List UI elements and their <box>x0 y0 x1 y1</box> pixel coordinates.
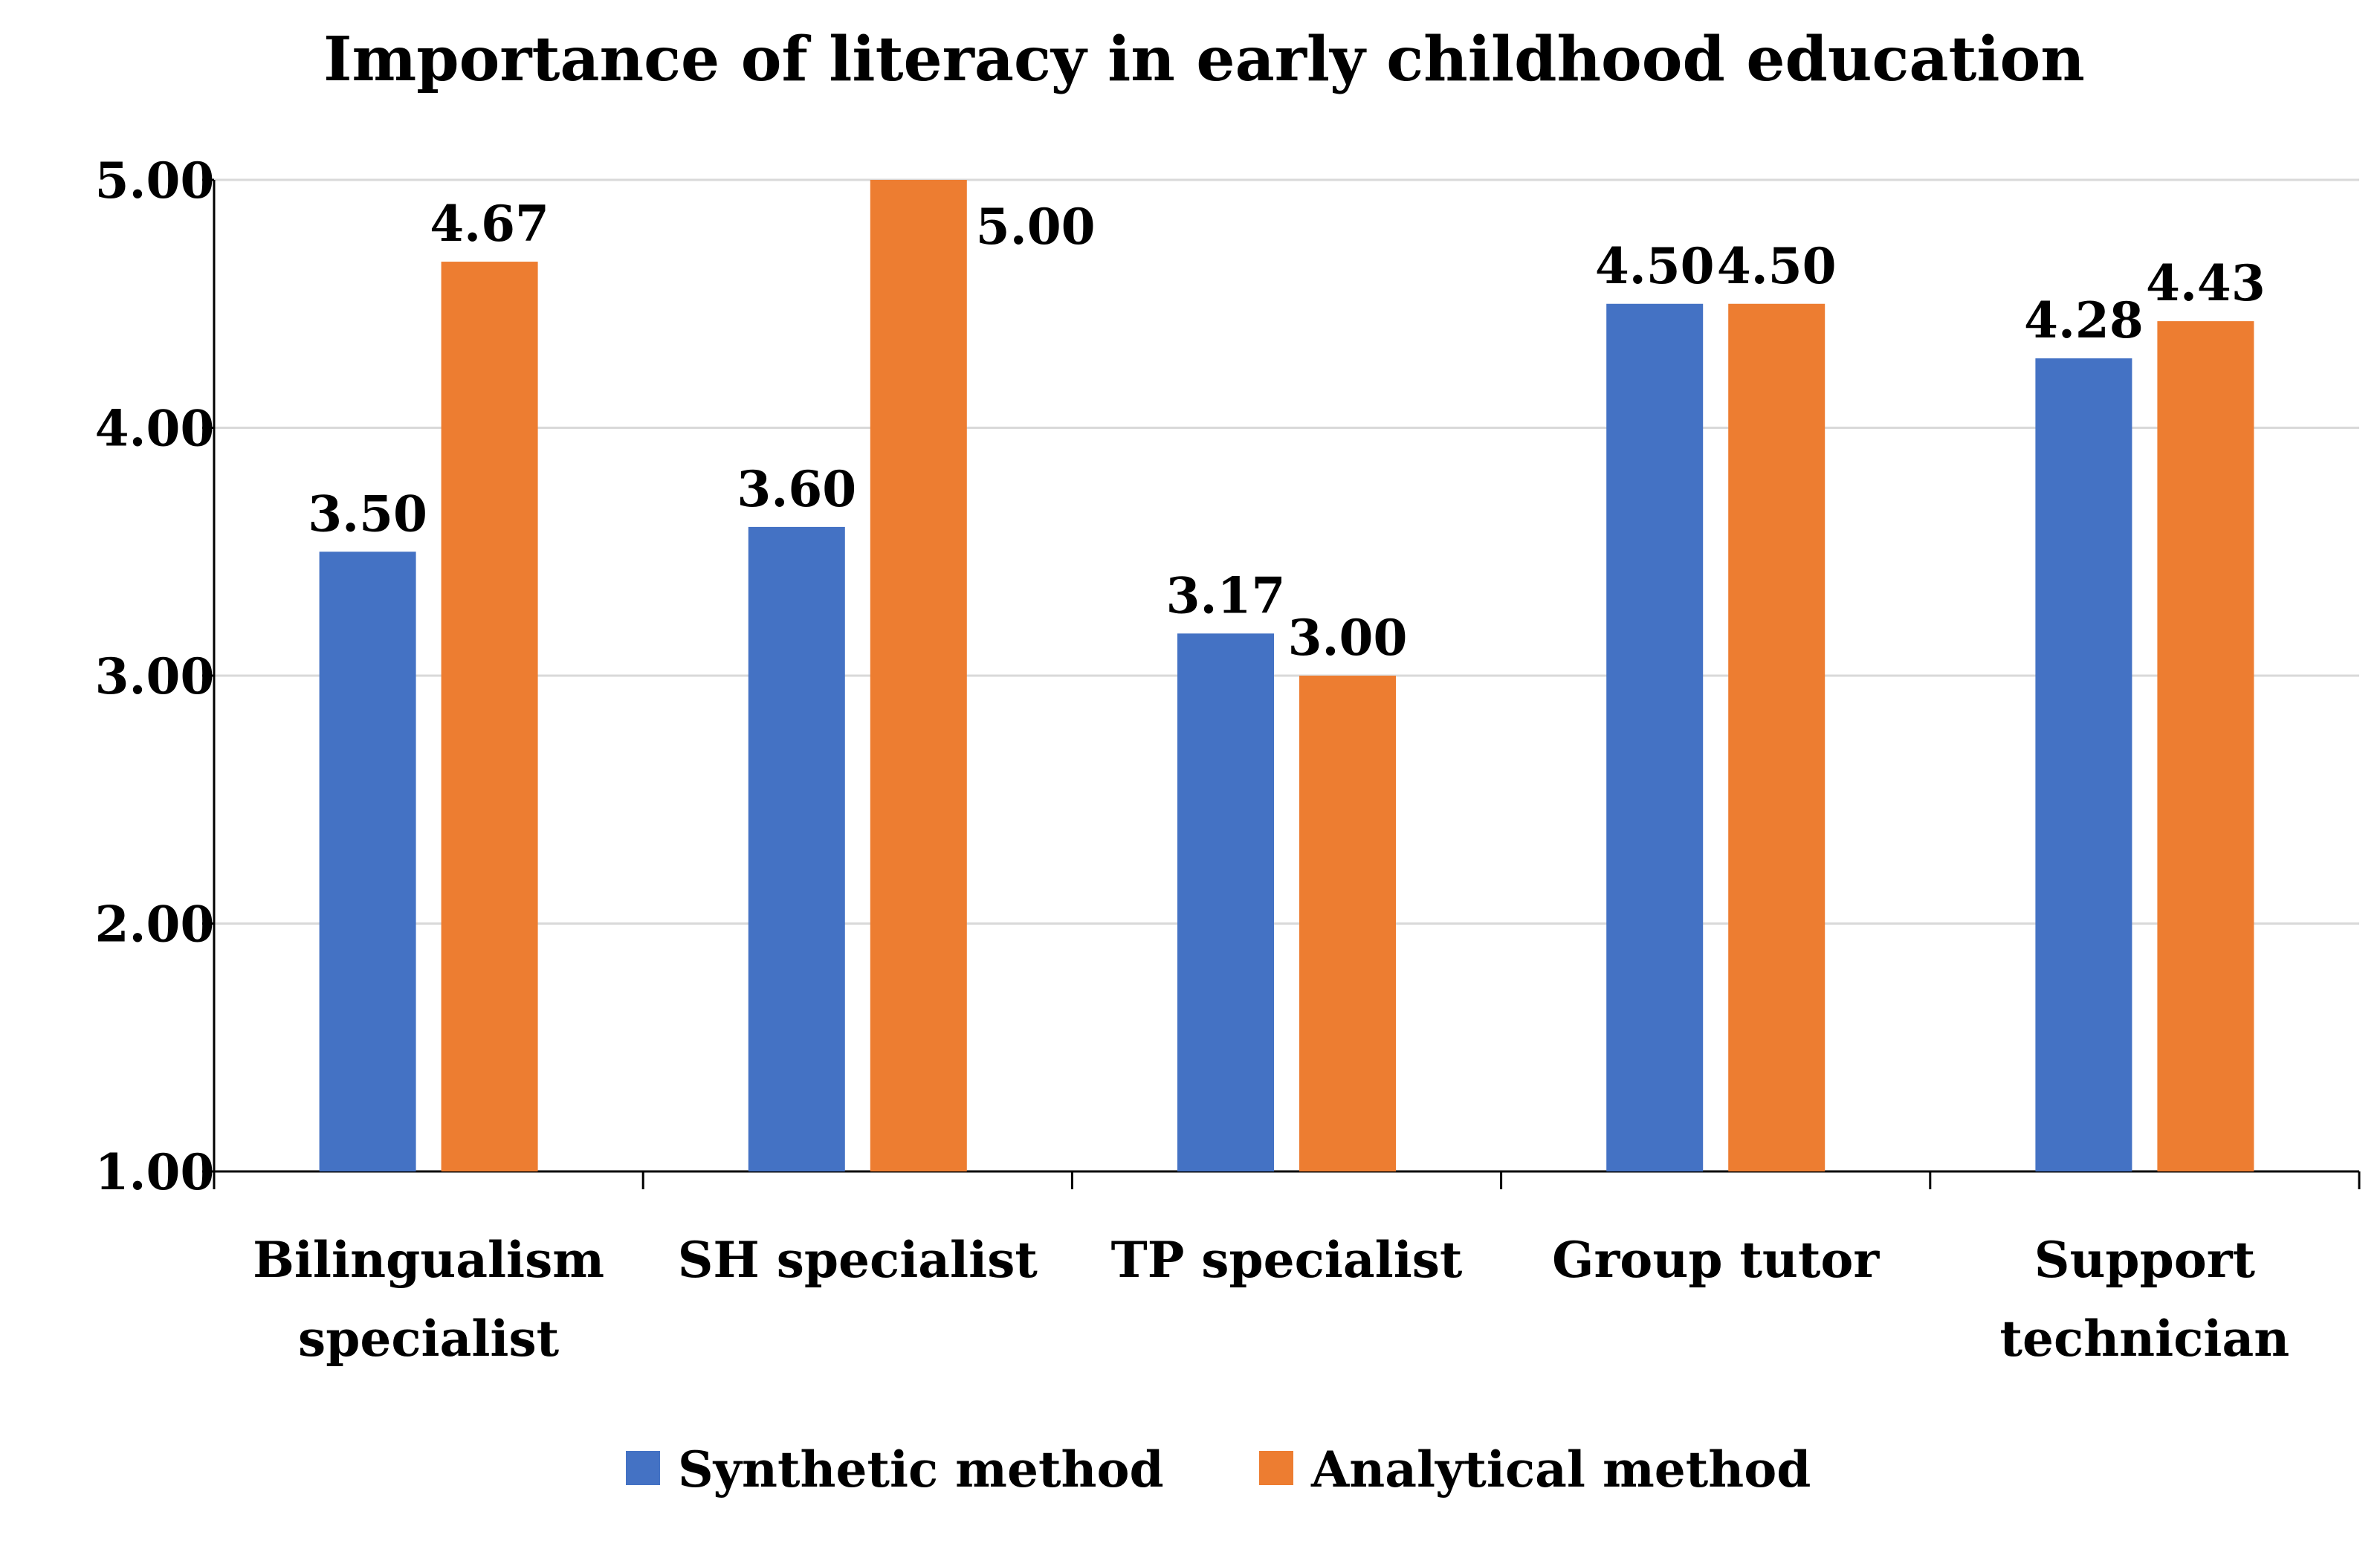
category-label-4: Support technician <box>2000 1231 2290 1368</box>
category-label-1: SH specialist <box>678 1231 1038 1289</box>
category-label-3: Group tutor <box>1552 1231 1880 1289</box>
legend-label-synthetic: Synthetic method <box>678 1441 1164 1498</box>
data-label-synthetic-1: 3.60 <box>737 460 856 518</box>
bar-synthetic-2 <box>1177 633 1274 1171</box>
gridlines <box>214 178 2359 925</box>
legend: Synthetic method Analytical method <box>626 1441 1811 1498</box>
bar-analytical-1 <box>870 180 967 1171</box>
data-label-analytical-3: 4.50 <box>1717 237 1837 295</box>
data-label-analytical-1: 5.00 <box>976 198 1096 256</box>
bar-synthetic-1 <box>748 526 845 1171</box>
data-label-synthetic-0: 3.50 <box>308 485 427 543</box>
bars <box>319 180 2254 1172</box>
bar-synthetic-0 <box>319 552 416 1171</box>
category-label-line: technician <box>2000 1310 2290 1368</box>
bar-analytical-2 <box>1299 676 1396 1171</box>
category-label-0: Bilingualism specialist <box>253 1231 604 1368</box>
bar-synthetic-4 <box>2035 358 2132 1171</box>
legend-swatch-synthetic <box>626 1451 660 1485</box>
data-label-synthetic-2: 3.17 <box>1166 566 1286 624</box>
y-tick-label-4: 5.00 <box>95 152 215 210</box>
data-labels: 3.50 4.67 3.60 5.00 3.173.00 4.50 4.50 4.284.43 <box>308 195 2266 667</box>
data-label-synthetic-4: 4.28 <box>2024 291 2144 349</box>
category-label-line: specialist <box>298 1310 560 1368</box>
category-label-line: Group tutor <box>1552 1231 1880 1289</box>
y-tick-label-3: 4.00 <box>95 400 215 458</box>
category-label-line: SH specialist <box>678 1231 1038 1289</box>
category-label-line: Support <box>2034 1231 2256 1289</box>
bar-analytical-4 <box>2157 321 2254 1172</box>
data-label-analytical-0: 4.67 <box>430 195 549 253</box>
bar-analytical-3 <box>1728 303 1826 1171</box>
y-tick-label-0: 1.00 <box>95 1143 215 1201</box>
bar-analytical-0 <box>441 262 538 1172</box>
category-label-line: Bilingualism <box>253 1231 604 1289</box>
category-label-2: TP specialist <box>1111 1231 1463 1289</box>
bar-synthetic-3 <box>1606 303 1704 1171</box>
y-tick-label-2: 3.00 <box>95 647 215 705</box>
chart-title: Importance of literacy in early childhoo… <box>323 24 2085 95</box>
data-label-analytical-2: 3.00 <box>1288 609 1408 667</box>
legend-swatch-analytical <box>1259 1451 1293 1485</box>
axes: 1.00 2.00 3.00 4.00 5.00 Bilingualism speciali… <box>95 152 2361 1368</box>
y-tick-label-1: 2.00 <box>95 896 215 954</box>
data-label-analytical-4: 4.43 <box>2146 254 2266 312</box>
legend-label-analytical: Analytical method <box>1310 1441 1811 1498</box>
data-label-synthetic-3: 4.50 <box>1595 237 1715 295</box>
category-label-line: TP specialist <box>1111 1231 1463 1289</box>
